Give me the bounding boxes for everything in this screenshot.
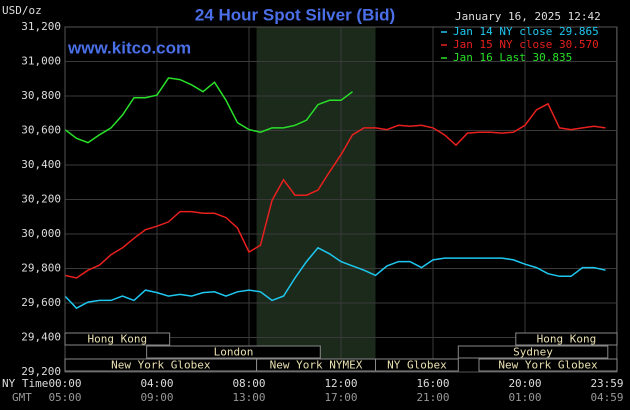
session-label: NY Globex: [387, 359, 447, 372]
x2-tick-label: 01:00: [508, 391, 541, 404]
plot-area: [64, 26, 618, 373]
y-tick-label: 30,400: [21, 158, 61, 171]
y-tick-label: 30,000: [21, 227, 61, 240]
session-bar: [146, 345, 321, 359]
chart-title: 24 Hour Spot Silver (Bid): [195, 5, 395, 24]
x2-tick-label: 09:00: [140, 391, 173, 404]
timestamp: January 16, 2025 12:42: [455, 10, 601, 23]
session-bar: [457, 345, 609, 359]
x-row-label: NY Time: [2, 377, 48, 390]
session-label: Hong Kong: [537, 333, 597, 346]
series-line: [64, 246, 606, 310]
x-tick-label: 00:00: [48, 377, 81, 390]
session-label: New York Globex: [498, 359, 598, 372]
x2-tick-label: 13:00: [232, 391, 265, 404]
x2-tick-label: 21:00: [416, 391, 449, 404]
session-bar: [64, 332, 171, 346]
x2-tick-label: 17:00: [324, 391, 357, 404]
session-bar: [515, 332, 618, 346]
x-tick-label: 20:00: [508, 377, 541, 390]
y-tick-label: 30,800: [21, 89, 61, 102]
series-line: [64, 77, 353, 144]
x-tick-label: 12:00: [324, 377, 357, 390]
x2-tick-label: 04:59: [590, 391, 623, 404]
y-tick-label: 29,600: [21, 296, 61, 309]
session-label: New York Globex: [111, 359, 211, 372]
x-tick-label: 08:00: [232, 377, 265, 390]
x2-tick-label: 05:00: [48, 391, 81, 404]
y-tick-label: 31,200: [21, 20, 61, 33]
legend-entry: Jan 14 NY close 29.865: [453, 25, 599, 38]
x-tick-label: 16:00: [416, 377, 449, 390]
y-tick-label: 30,200: [21, 193, 61, 206]
y-tick-label: 31,000: [21, 55, 61, 68]
x-tick-label: 23:59: [590, 377, 623, 390]
session-bar: [375, 358, 459, 372]
watermark: www.kitco.com: [67, 38, 191, 57]
session-label: Sydney: [513, 346, 553, 359]
series-line: [64, 102, 606, 279]
session-label: New York NYMEX: [270, 359, 363, 372]
y-axis-label: USD/oz: [2, 4, 42, 17]
session-bar: [478, 358, 618, 372]
legend-entry: Jan 15 NY close 30.570: [453, 38, 599, 51]
y-tick-label: 29,200: [21, 365, 61, 378]
y-tick-label: 30,600: [21, 124, 61, 137]
x-tick-label: 04:00: [140, 377, 173, 390]
session-label: London: [214, 346, 254, 359]
y-tick-label: 29,400: [21, 331, 61, 344]
legend-entry: Jan 16 Last 30.835: [453, 51, 572, 64]
plot-frame: [64, 26, 618, 373]
x2-row-label: GMT: [12, 391, 32, 404]
session-label: Hong Kong: [88, 333, 148, 346]
y-tick-label: 29,800: [21, 262, 61, 275]
